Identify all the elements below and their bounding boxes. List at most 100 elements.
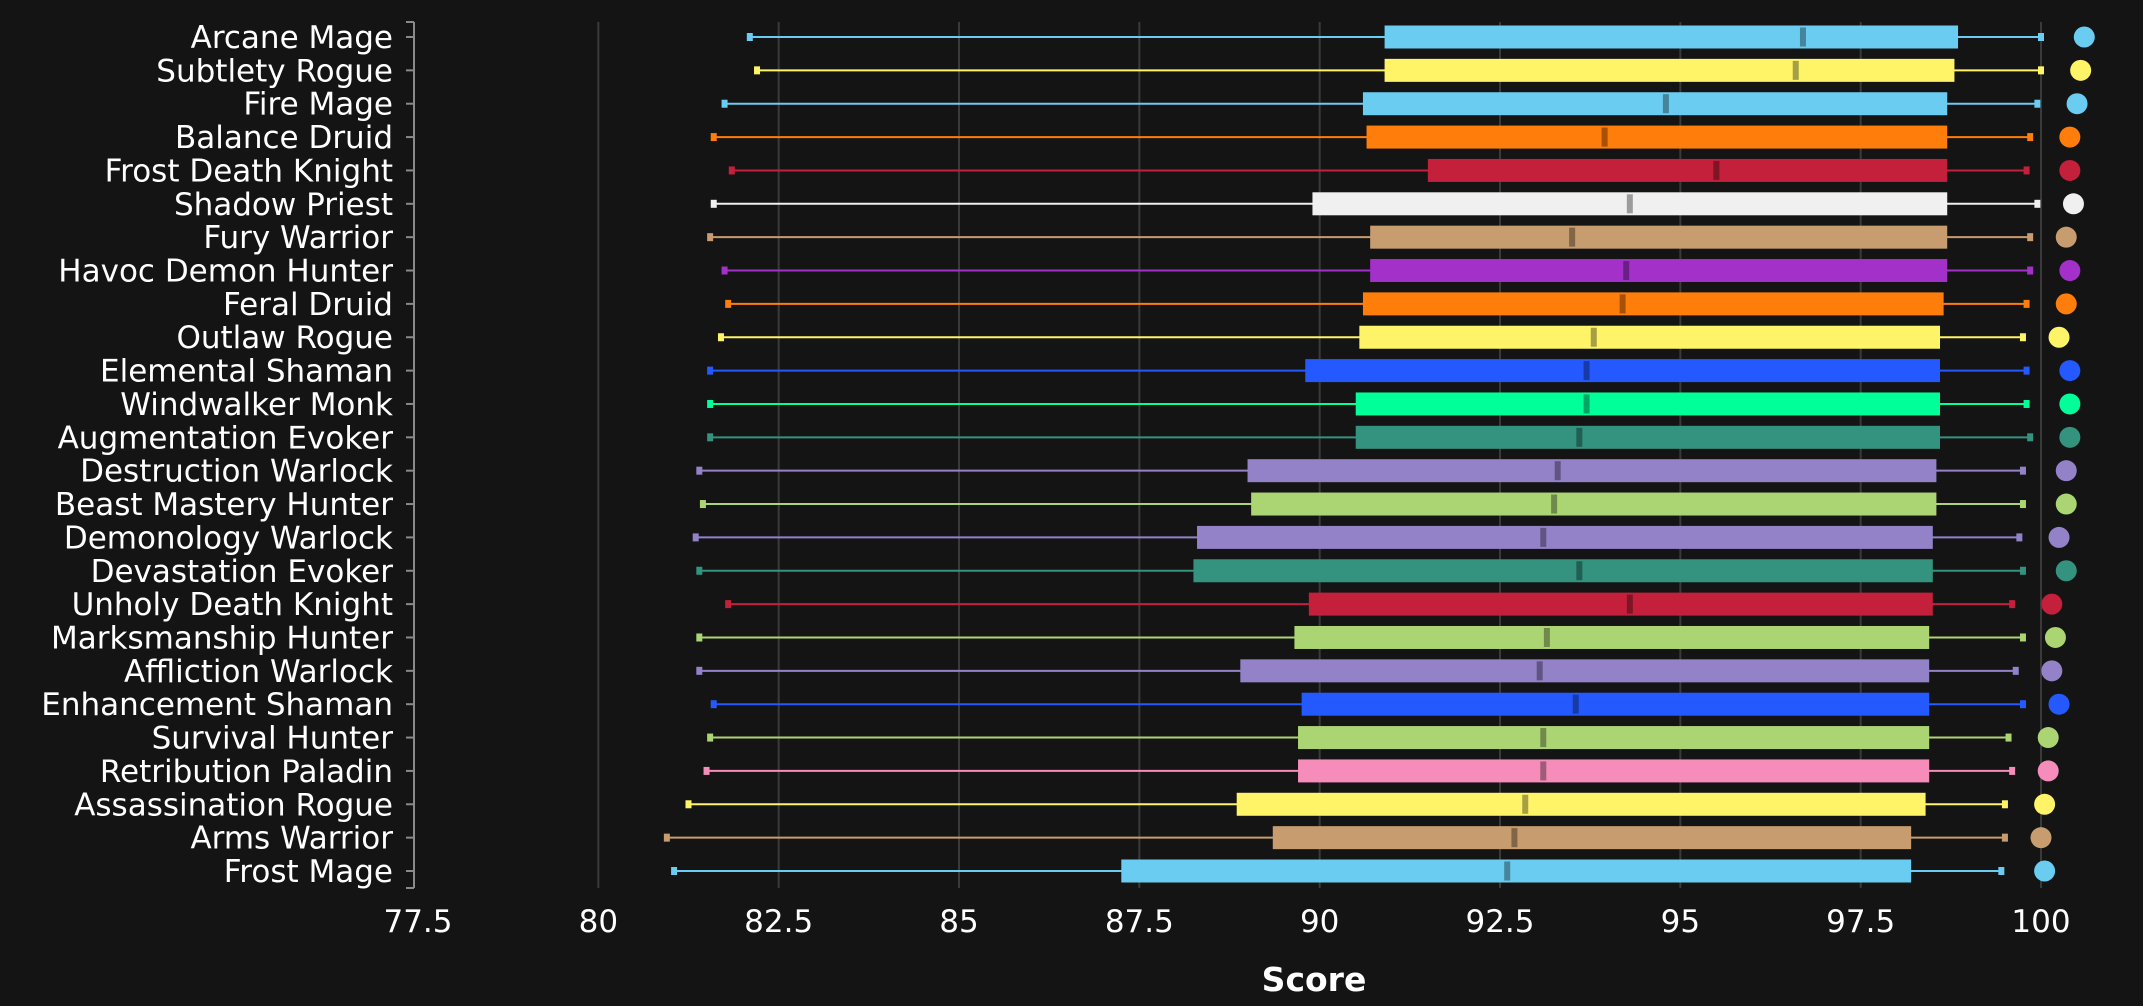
category-label: Shadow Priest [174,187,393,223]
whisker-max [2016,533,2023,542]
median-marker [1551,494,1558,514]
iqr-box [1427,158,1948,182]
median-marker [1583,394,1590,414]
whisker-max [2027,133,2034,142]
median-marker [1626,194,1633,214]
point-marker [2059,260,2081,282]
x-axis-ticks: 77.5 80 82.5 85 87.5 90 92.5 95 97.5 100 [383,904,2070,940]
whisker-min [699,500,706,509]
whisker-min [707,733,714,742]
x-axis-title: Score [1262,960,1367,999]
median-marker [1713,160,1720,180]
point-marker [2030,827,2052,849]
category-label: Assassination Rogue [74,787,393,823]
iqr-box [1294,625,1930,649]
whisker-max [2001,800,2008,809]
whisker-max [2034,99,2041,108]
whisker-max [2038,66,2044,75]
point-marker [2044,626,2066,648]
median-marker [1626,594,1633,614]
whisker-max [2001,833,2008,842]
whisker-min [703,766,710,775]
box-series [663,25,2095,883]
point-marker [2048,693,2070,715]
box-row [707,225,2077,249]
box-row [696,459,2077,483]
category-label: Outlaw Rogue [176,320,393,356]
category-label: Arms Warrior [190,821,393,857]
median-marker [1540,728,1547,748]
iqr-box [1305,359,1941,383]
median-marker [1601,127,1608,147]
point-marker [2070,59,2092,81]
point-marker [2059,360,2081,382]
box-row [707,425,2081,449]
category-label: Fire Mage [243,87,393,123]
category-label: Devastation Evoker [91,554,394,590]
iqr-box [1308,592,1933,616]
iqr-box [1240,659,1930,683]
median-marker [1522,794,1529,814]
iqr-box [1251,492,1937,516]
box-row [663,826,2052,850]
box-row [710,192,2084,216]
point-marker [2041,593,2063,615]
median-marker [1623,261,1630,281]
whisker-max [2034,199,2041,208]
point-marker [2059,159,2081,181]
box-row [728,158,2081,182]
iqr-box [1247,459,1937,483]
box-row [699,492,2077,516]
median-marker [1583,361,1590,381]
iqr-box [1193,559,1933,583]
iqr-box [1362,92,1948,116]
median-marker [1619,294,1626,314]
whisker-max [2019,500,2026,509]
iqr-box [1312,192,1948,216]
category-label: Augmentation Evoker [58,420,394,456]
median-marker [1543,627,1550,647]
category-label: Arcane Mage [191,20,393,56]
point-marker [2059,126,2081,148]
whisker-max [1998,867,2005,875]
point-marker [2034,860,2056,882]
median-marker [1590,327,1597,347]
iqr-box [1355,425,1941,449]
box-row [696,625,2066,649]
whisker-min [692,533,699,542]
whisker-min [707,433,714,442]
whisker-max [2027,433,2034,442]
box-row [710,125,2081,149]
whisker-min [707,233,714,242]
median-marker [1540,761,1547,781]
whisker-max [2038,33,2044,41]
x-tick-label: 97.5 [1826,904,1895,940]
x-tick-label: 95 [1661,904,1700,940]
median-marker [1540,527,1547,547]
whisker-min [710,133,717,142]
category-label: Retribution Paladin [100,754,393,790]
whisker-min [710,700,717,709]
iqr-box [1298,759,1930,783]
whisker-min [696,633,703,642]
box-row [707,392,2081,416]
median-marker [1504,861,1511,881]
category-label: Destruction Warlock [80,454,393,490]
median-marker [1569,227,1576,247]
x-tick-label: 90 [1300,904,1339,940]
whisker-max [2027,233,2034,242]
whisker-min [725,299,732,308]
point-marker [2037,727,2059,749]
x-tick-label: 80 [579,904,618,940]
box-row [721,259,2081,283]
point-marker [2059,426,2081,448]
point-marker [2059,393,2081,415]
whisker-max [2012,666,2019,675]
median-marker [1536,661,1543,681]
category-label: Fury Warrior [203,220,393,256]
whisker-max [2023,299,2030,308]
median-marker [1572,694,1579,714]
category-label: Frost Death Knight [105,153,393,189]
point-marker [2062,193,2084,215]
